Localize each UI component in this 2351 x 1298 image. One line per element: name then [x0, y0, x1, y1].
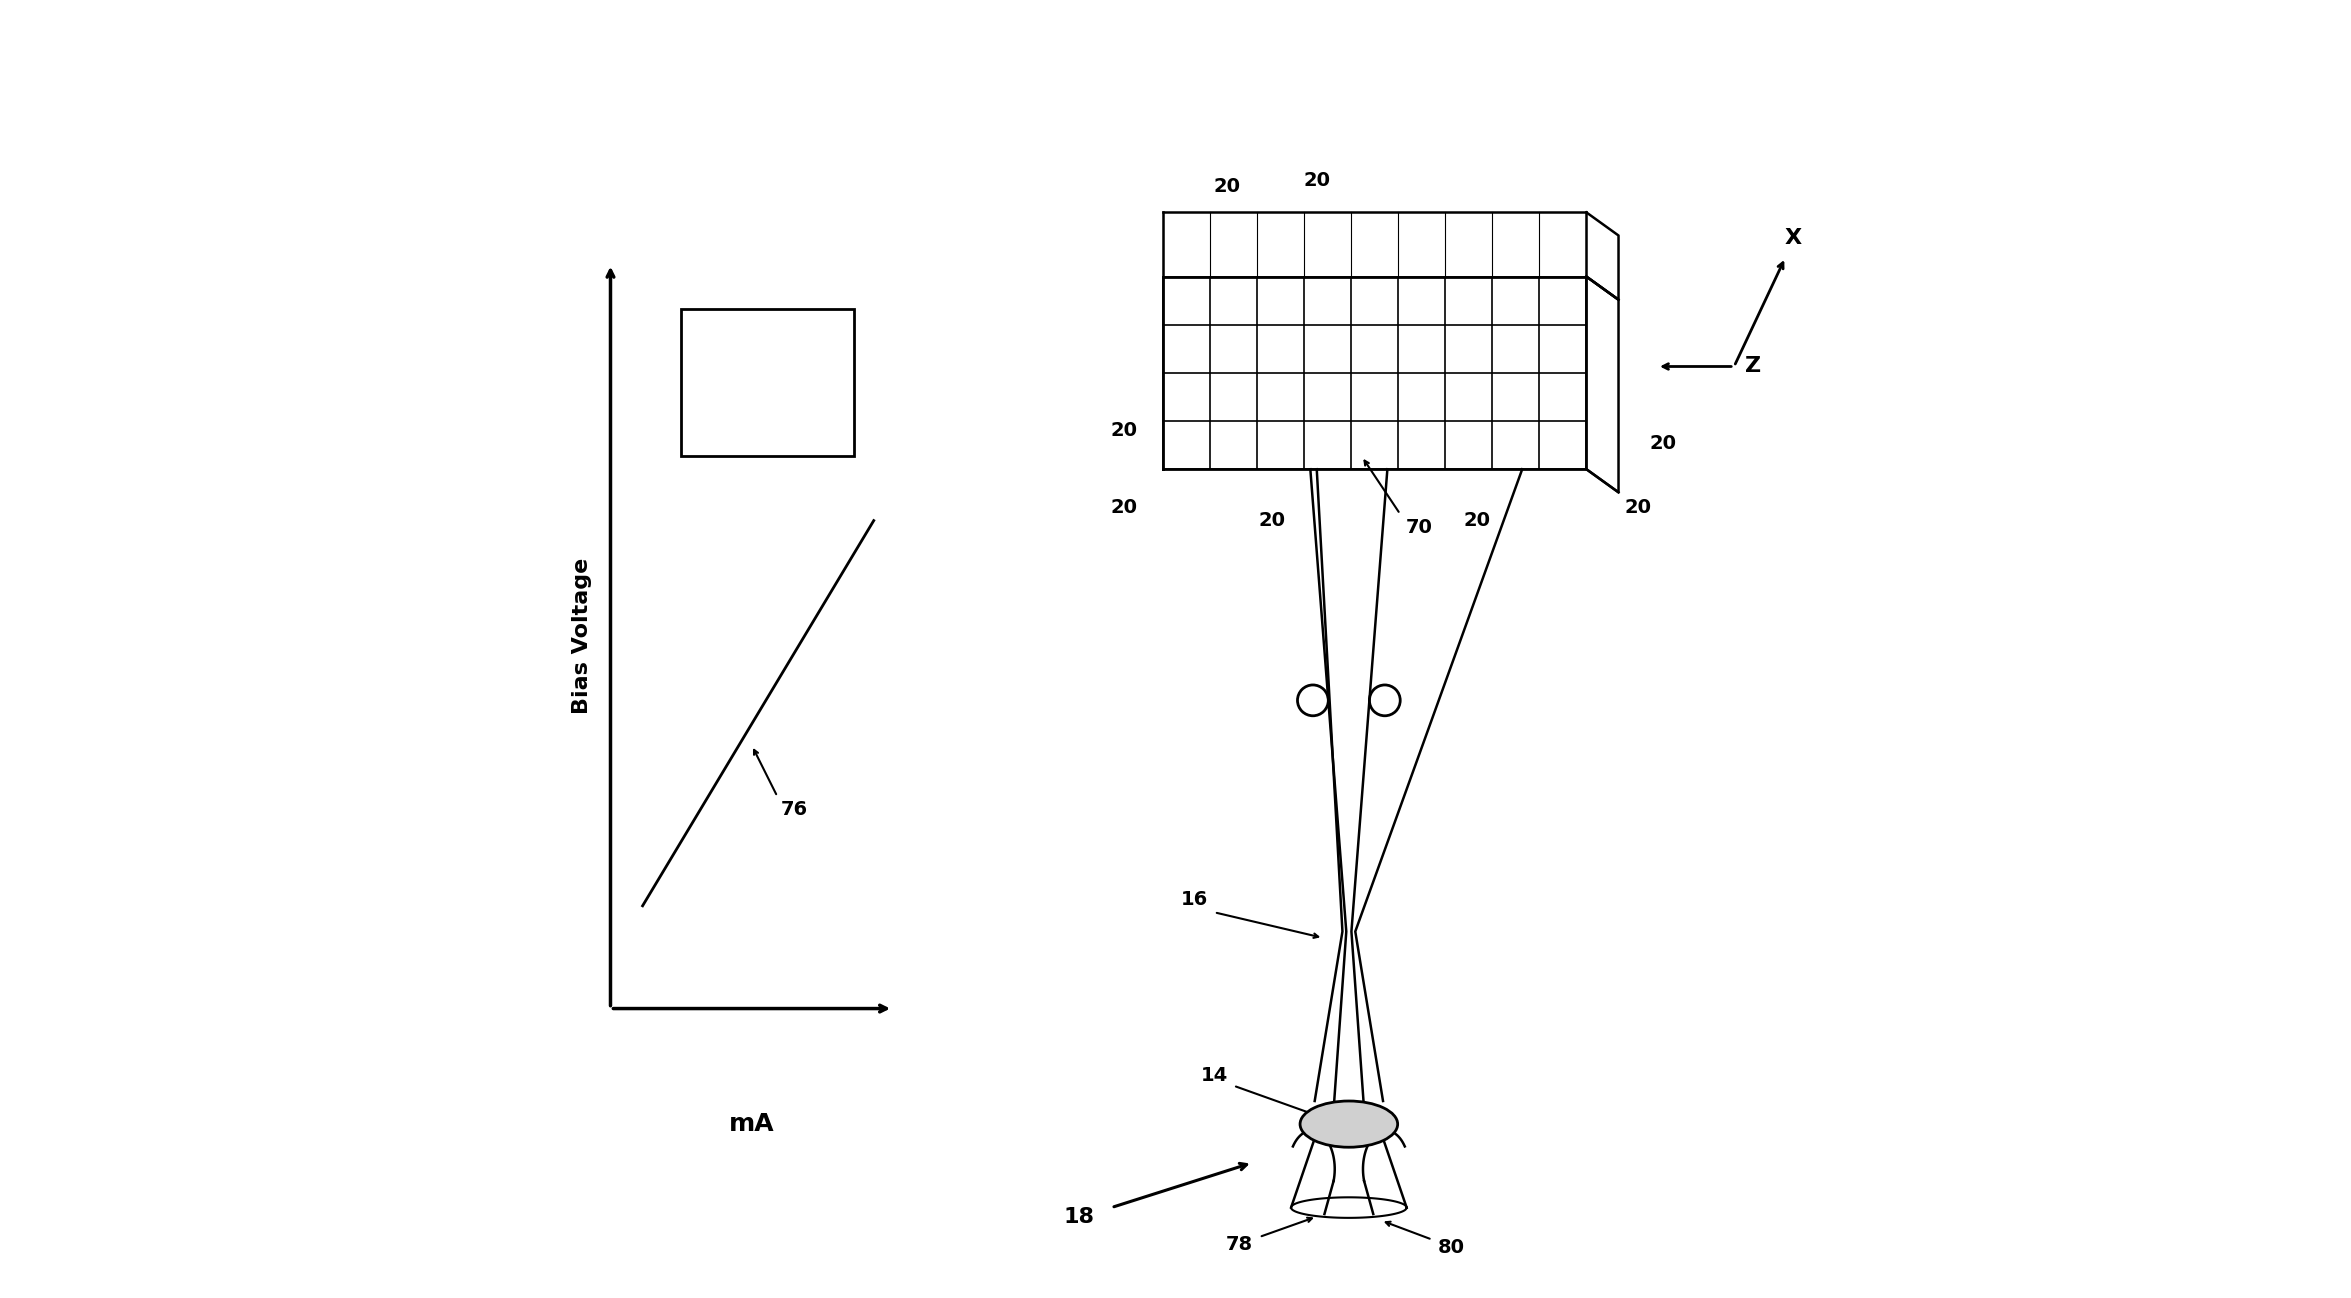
Ellipse shape	[1300, 1101, 1396, 1147]
Text: 16: 16	[1180, 890, 1208, 909]
Text: FS Size: FS Size	[726, 350, 811, 370]
Text: 18: 18	[1063, 1207, 1096, 1227]
Text: Fixed: Fixed	[736, 405, 799, 424]
Text: 70: 70	[1406, 518, 1432, 536]
Text: 78: 78	[1227, 1236, 1253, 1254]
Text: 76: 76	[781, 800, 809, 819]
Text: mA: mA	[729, 1112, 773, 1136]
Text: Bias Voltage: Bias Voltage	[571, 558, 592, 714]
Text: 20: 20	[1465, 511, 1491, 530]
Text: 14: 14	[1201, 1066, 1227, 1085]
Text: Z: Z	[1744, 357, 1761, 376]
Text: 20: 20	[1110, 498, 1138, 517]
Bar	[682, 309, 853, 457]
Text: X: X	[1784, 228, 1801, 248]
Text: 80: 80	[1439, 1238, 1465, 1256]
Text: 20: 20	[1110, 422, 1138, 440]
Text: 20: 20	[1625, 498, 1650, 517]
Text: 20: 20	[1650, 434, 1676, 453]
Text: 20: 20	[1258, 511, 1286, 530]
Text: 20: 20	[1302, 171, 1331, 190]
Text: 20: 20	[1213, 178, 1241, 196]
